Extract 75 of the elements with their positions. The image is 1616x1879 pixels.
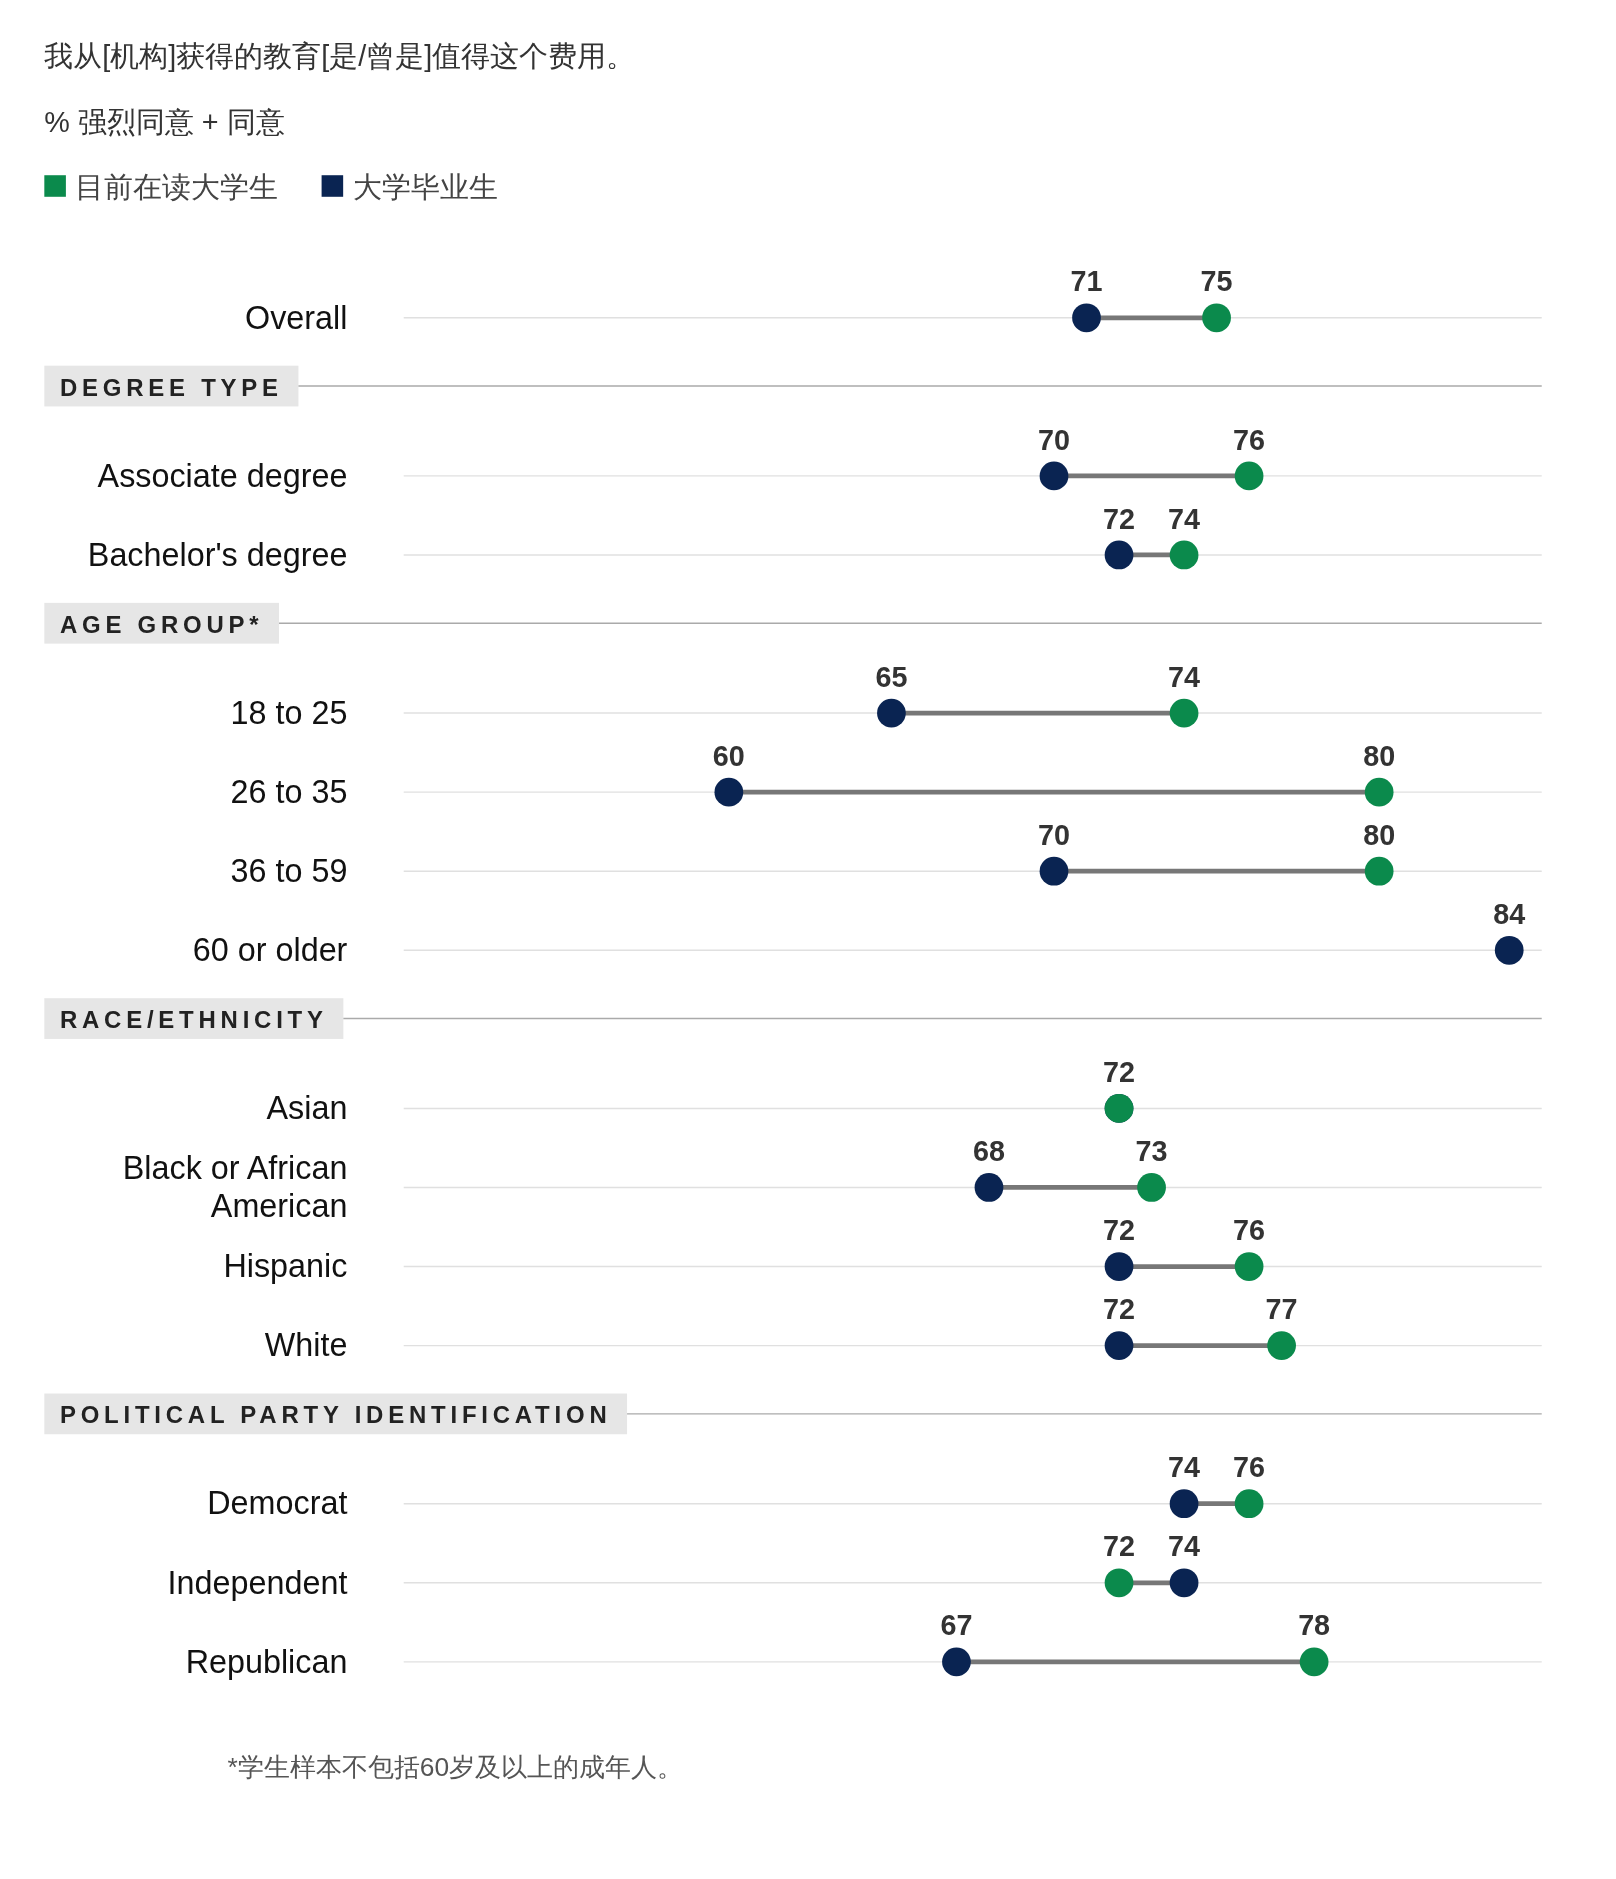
point [1364,777,1394,807]
data-label: 74 [1168,502,1201,535]
point [1234,1252,1264,1281]
data-label: 80 [1363,739,1396,772]
data-label: 77 [1265,1293,1298,1326]
data-label: 70 [1038,818,1070,851]
y-tick-label: White [264,1327,348,1364]
data-label: 70 [1038,423,1070,456]
annotation: POLITICAL PARTY IDENTIFICATION [59,1401,612,1429]
text: *学生样本不包括60岁及以上的成年人。 [227,1751,684,1782]
data-label: 72 [1103,1530,1136,1563]
data-label: 78 [1298,1609,1331,1642]
point [1104,1568,1134,1598]
data-label: 68 [972,1135,1005,1168]
point [1169,698,1199,728]
point [1072,303,1101,333]
text: RACE/ETHNICITY [59,1006,328,1034]
data-label: 76 [1233,423,1266,456]
legend-item: 大学毕业生 [321,170,498,203]
data-label: 72 [1103,1214,1136,1247]
y-tick-label: Bachelor's degree [87,536,348,573]
point [1234,1489,1264,1519]
point [1299,1647,1329,1677]
y-tick-label: 60 or older [192,932,348,969]
data-label: 74 [1168,1451,1201,1484]
text: % 强烈同意 + 同意 [44,106,285,139]
point [1039,856,1069,886]
point [974,1173,1004,1202]
data-label: 60 [712,739,745,772]
point [1169,540,1199,570]
point [1202,303,1231,333]
data-label: 74 [1168,660,1201,693]
data-label: 72 [1103,1056,1136,1089]
point [714,777,744,807]
chart-title: 我从[机构]获得的教育[是/曾是]值得这个费用。 [44,40,636,73]
y-tick-label: 18 to 25 [230,694,348,731]
y-tick-label: 36 to 59 [230,853,348,889]
text: AGE GROUP* [59,610,264,638]
data-label: 71 [1070,265,1103,298]
data-label: 65 [875,660,908,693]
y-tick-label: Republican [185,1643,348,1680]
y-tick-label: Black or African American [122,1150,348,1225]
point [877,698,906,728]
point [1364,856,1394,886]
y-tick-label: Asian [266,1090,348,1127]
data-label: 73 [1135,1135,1168,1168]
legend-label: 大学毕业生 [352,170,498,203]
point [1494,935,1524,965]
point [1039,461,1069,491]
data-label: 72 [1103,502,1136,535]
y-tick-label: Hispanic [223,1248,348,1285]
data-label: 84 [1493,897,1526,930]
y-tick-label: Associate degree [97,457,348,494]
y-tick-label: 26 to 35 [230,773,348,810]
point [942,1647,971,1677]
point [1137,1173,1166,1202]
point [1104,540,1134,570]
point [1169,1568,1199,1598]
data-label: 67 [940,1609,973,1642]
data-label: 72 [1103,1293,1136,1326]
data-label: 76 [1233,1214,1266,1247]
data-label: 74 [1168,1530,1201,1563]
point [1267,1331,1296,1360]
point [1104,1331,1134,1360]
point [1234,461,1264,491]
y-tick-label: Overall [244,299,348,336]
data-label: 80 [1363,818,1396,851]
y-tick-label: Independent [167,1564,348,1601]
legend-item: 目前在读大学生 [44,170,279,203]
point [1169,1489,1199,1519]
data-label: 75 [1200,265,1233,298]
data-label: 76 [1233,1451,1266,1484]
text: DEGREE TYPE [59,373,283,401]
y-tick-label: Democrat [207,1485,348,1522]
point [1104,1252,1134,1281]
